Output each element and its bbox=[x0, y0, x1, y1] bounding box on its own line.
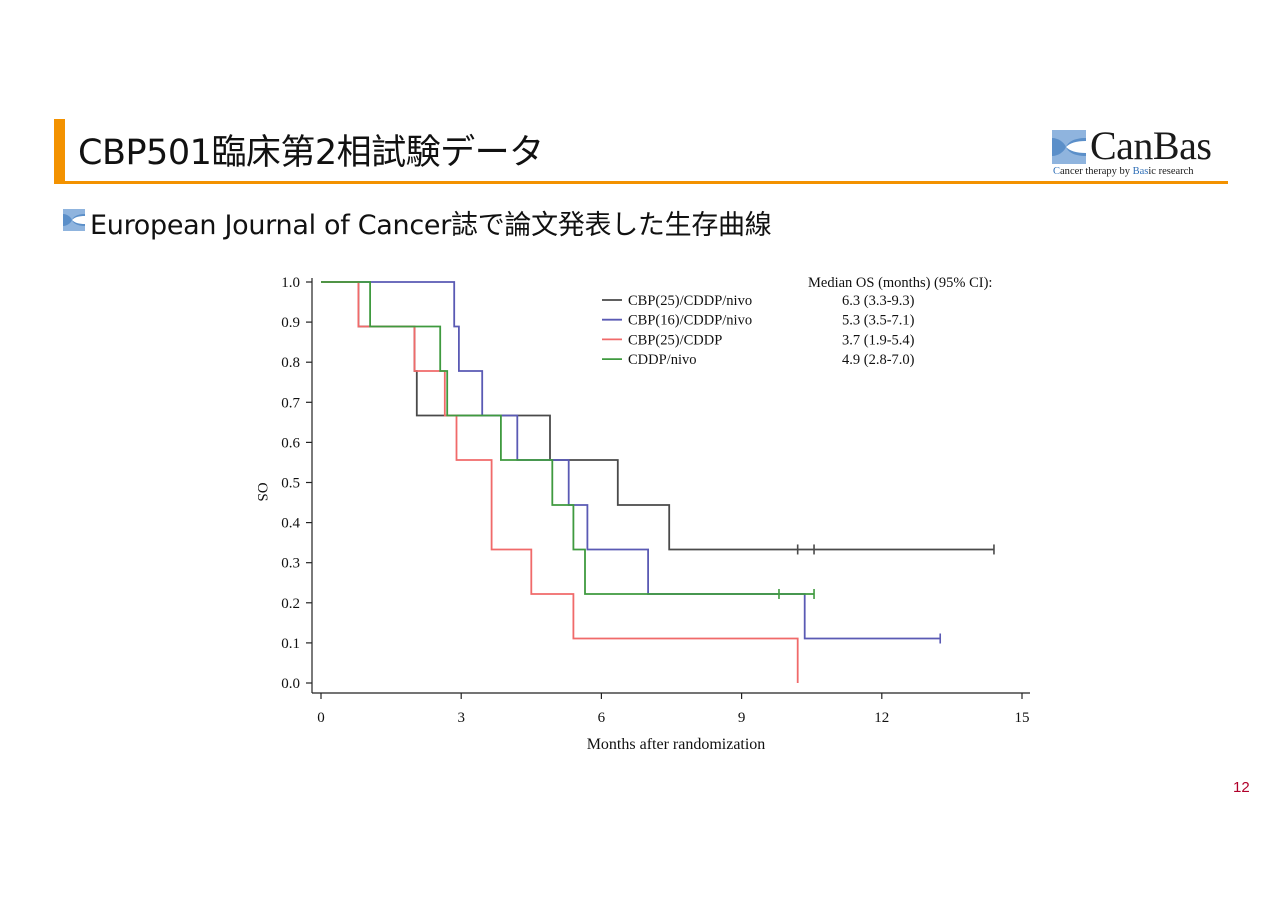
legend-median-os: 3.7 (1.9-5.4) bbox=[842, 332, 915, 348]
x-tick-label: 12 bbox=[874, 710, 889, 726]
x-tick-label: 6 bbox=[598, 710, 606, 726]
legend-series-name: CDDP/nivo bbox=[628, 352, 697, 368]
legend-series-name: CBP(25)/CDDP bbox=[628, 332, 722, 348]
y-tick-label: 0.5 bbox=[281, 476, 300, 492]
x-tick-label: 15 bbox=[1015, 710, 1030, 726]
x-tick-label: 3 bbox=[457, 710, 465, 726]
title-underline bbox=[54, 181, 1228, 184]
y-tick-label: 0.0 bbox=[281, 676, 300, 692]
logo-tagline: Cancer therapy by Basic research bbox=[1053, 166, 1194, 177]
legend-series-name: CBP(25)/CDDP/nivo bbox=[628, 293, 752, 309]
legend-median-os: 6.3 (3.3-9.3) bbox=[842, 293, 915, 309]
y-tick-label: 0.6 bbox=[281, 435, 300, 451]
survival-curve bbox=[321, 281, 799, 683]
canbas-logo-icon bbox=[1052, 130, 1086, 164]
legend-median-os: 5.3 (3.5-7.1) bbox=[842, 313, 915, 329]
x-tick-label: 9 bbox=[738, 710, 746, 726]
y-tick-label: 0.7 bbox=[281, 395, 300, 411]
y-tick-label: 0.8 bbox=[281, 355, 300, 371]
y-tick-label: 0.1 bbox=[281, 636, 300, 652]
x-tick-label: 0 bbox=[317, 710, 325, 726]
bullet-icon bbox=[63, 209, 85, 231]
legend-series-name: CBP(16)/CDDP/nivo bbox=[628, 313, 752, 329]
slide-subtitle: European Journal of Cancer誌で論文発表した生存曲線 bbox=[90, 210, 772, 241]
y-tick-label: 1.0 bbox=[281, 275, 300, 291]
canbas-logo: CanBas Cancer therapy by Basic research bbox=[1052, 123, 1228, 180]
y-tick-label: 0.4 bbox=[281, 516, 300, 532]
page-number: 12 bbox=[1233, 779, 1250, 796]
chart-curves bbox=[321, 281, 995, 683]
y-tick-label: 0.2 bbox=[281, 596, 300, 612]
x-axis-label: Months after randomization bbox=[587, 736, 766, 753]
title-accent-bar bbox=[54, 119, 65, 182]
y-tick-label: 0.9 bbox=[281, 315, 300, 331]
slide-title: CBP501臨床第2相試験データ bbox=[78, 133, 544, 173]
legend-header: Median OS (months) (95% CI): bbox=[808, 275, 992, 291]
legend-median-os: 4.9 (2.8-7.0) bbox=[842, 352, 915, 368]
chart-axes: 0.0 0.1 0.2 0.3 0.4 0.5 0.6 0.7 0.8 0.9 1.0 0 3 6 9 12 1… bbox=[281, 275, 1030, 726]
survival-curve bbox=[321, 281, 814, 595]
logo-wordmark: CanBas bbox=[1090, 123, 1212, 168]
chart-legend: Median OS (months) (95% CI): CBP(25)/CDDP… bbox=[602, 275, 992, 368]
y-tick-label: 0.3 bbox=[281, 556, 300, 572]
y-axis-label: OS bbox=[254, 482, 270, 501]
